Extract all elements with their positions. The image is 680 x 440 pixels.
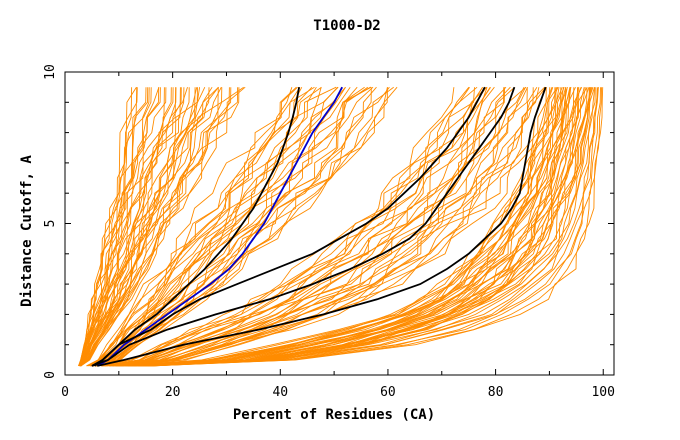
- x-tick-label-60: 60: [380, 385, 396, 400]
- background-curve-4-0: [131, 87, 592, 367]
- background-curve-1-9: [90, 86, 337, 367]
- background-curve-4-6: [140, 87, 598, 367]
- background-curve-2-15: [109, 86, 515, 367]
- background-curve-4-8: [147, 87, 599, 367]
- background-curve-1-19: [93, 86, 371, 367]
- y-tick-label-5: 5: [43, 220, 58, 228]
- x-tick-label-80: 80: [488, 385, 504, 400]
- x-tick-label-20: 20: [165, 385, 181, 400]
- background-curve-1-24: [94, 86, 377, 367]
- background-curve-2-2: [97, 86, 478, 367]
- background-curve-1-28: [96, 87, 388, 367]
- background-curve-1-5: [88, 86, 313, 367]
- background-curve-4-3: [134, 87, 595, 367]
- background-curve-1-16: [92, 86, 351, 367]
- background-curve-4-5: [139, 87, 596, 367]
- background-curve-0-20: [79, 87, 182, 367]
- background-curve-0-30: [80, 86, 213, 367]
- highlight-curve-0: [94, 87, 300, 367]
- background-curve-0-25: [79, 87, 198, 367]
- background-curve-2-6: [102, 86, 487, 367]
- background-curve-3-31: [146, 87, 588, 367]
- background-curve-4-10: [150, 87, 602, 367]
- background-curve-2-18: [109, 86, 525, 367]
- x-tick-label-0: 0: [61, 385, 69, 400]
- background-curve-2-13: [108, 87, 505, 367]
- highlight-curve-2: [91, 86, 486, 367]
- y-tick-label-0: 0: [43, 371, 58, 379]
- chart-title: T1000-D2: [313, 18, 380, 34]
- background-curve-1-21: [94, 86, 369, 367]
- ticks-layer: 0 20 40 60 80 100 0 5 10: [43, 64, 615, 400]
- background-curve-3-22: [141, 87, 579, 367]
- background-curve-3-7: [127, 87, 559, 367]
- background-curve-4-7: [141, 87, 599, 367]
- background-curve-2-27: [119, 86, 545, 367]
- background-curve-0-27: [79, 87, 201, 367]
- background-curve-0-36: [80, 86, 244, 367]
- background-curve-2-29: [117, 87, 553, 367]
- background-curve-4-1: [130, 87, 592, 367]
- background-curve-2-10: [106, 86, 487, 367]
- background-curve-3-26: [146, 87, 580, 367]
- background-curve-3-0: [116, 87, 547, 367]
- background-curve-3-20: [135, 87, 576, 367]
- background-curve-3-25: [142, 87, 582, 367]
- background-curve-0-37: [80, 87, 240, 367]
- x-tick-label-40: 40: [272, 385, 288, 400]
- background-curve-2-23: [115, 86, 538, 367]
- background-curve-2-0: [96, 87, 455, 367]
- background-curve-4-2: [133, 87, 593, 367]
- background-curve-0-13: [79, 87, 174, 367]
- background-curve-2-22: [115, 87, 528, 367]
- background-curve-1-1: [86, 86, 298, 367]
- background-curve-3-13: [127, 87, 567, 367]
- background-curve-0-32: [80, 87, 223, 367]
- x-axis-label: Percent of Residues (CA): [233, 407, 435, 423]
- background-curve-3-16: [131, 87, 572, 367]
- background-curve-1-4: [87, 86, 315, 367]
- background-curve-3-24: [140, 86, 583, 367]
- background-curve-0-26: [79, 87, 210, 367]
- background-curve-0-38: [80, 87, 239, 367]
- y-axis-label: Distance Cutoff, A: [19, 155, 35, 307]
- background-curve-1-0: [86, 86, 297, 367]
- highlight-curve-3: [91, 86, 516, 367]
- background-curve-1-27: [96, 87, 388, 367]
- background-curve-2-24: [115, 87, 534, 367]
- background-curve-3-27: [145, 87, 585, 367]
- highlight-curve-1: [96, 86, 343, 367]
- curves-layer: [78, 86, 604, 367]
- background-curve-0-4: [78, 87, 147, 367]
- background-curve-1-26: [96, 86, 394, 367]
- background-curve-3-34: [147, 87, 594, 367]
- background-curve-1-29: [97, 86, 398, 367]
- background-curve-0-1: [78, 86, 137, 367]
- background-curve-0-33: [80, 87, 219, 367]
- background-curve-4-9: [144, 87, 601, 367]
- background-curve-3-21: [137, 87, 575, 367]
- y-tick-label-10: 10: [43, 64, 58, 80]
- background-curve-0-11: [79, 87, 167, 367]
- background-curve-0-21: [79, 87, 190, 367]
- x-tick-label-100: 100: [591, 385, 614, 400]
- background-curve-2-16: [111, 86, 511, 367]
- highlight-curve-4: [97, 86, 547, 367]
- background-curve-3-6: [122, 87, 557, 367]
- background-curve-3-9: [124, 87, 565, 367]
- background-curve-0-5: [78, 87, 149, 367]
- background-curve-3-19: [138, 87, 572, 367]
- background-curve-1-3: [87, 86, 301, 367]
- background-curve-0-39: [80, 86, 246, 367]
- background-curve-1-10: [89, 86, 339, 367]
- background-curve-0-14: [79, 87, 177, 367]
- background-curve-2-4: [101, 87, 475, 367]
- background-curve-4-11: [151, 87, 604, 367]
